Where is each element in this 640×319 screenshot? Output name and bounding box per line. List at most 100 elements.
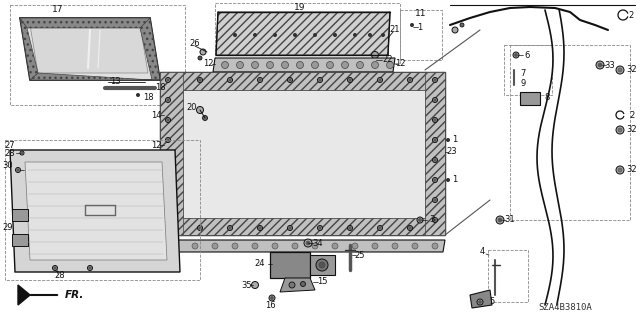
Circle shape [370, 60, 376, 66]
Circle shape [21, 152, 23, 154]
Circle shape [167, 99, 169, 101]
Text: 17: 17 [52, 5, 64, 14]
Circle shape [289, 79, 291, 81]
Polygon shape [18, 285, 30, 305]
Circle shape [477, 299, 483, 305]
Circle shape [433, 158, 438, 162]
Circle shape [460, 23, 464, 27]
Circle shape [434, 119, 436, 121]
Circle shape [598, 63, 602, 67]
Circle shape [292, 243, 298, 249]
Circle shape [271, 296, 273, 300]
Circle shape [434, 199, 436, 201]
Polygon shape [160, 72, 183, 235]
Circle shape [304, 239, 312, 247]
Text: 12: 12 [151, 140, 161, 150]
Circle shape [202, 115, 207, 121]
Circle shape [15, 167, 20, 173]
Circle shape [20, 151, 24, 155]
Polygon shape [213, 58, 395, 72]
Text: 31: 31 [505, 216, 515, 225]
Circle shape [515, 54, 518, 56]
Text: 13: 13 [109, 78, 120, 86]
Circle shape [259, 79, 261, 81]
Circle shape [166, 218, 170, 222]
Circle shape [409, 227, 412, 229]
Text: 12: 12 [203, 60, 213, 69]
Circle shape [312, 243, 318, 249]
Polygon shape [160, 72, 445, 90]
Circle shape [198, 226, 202, 231]
Circle shape [319, 79, 321, 81]
Circle shape [417, 217, 423, 223]
Polygon shape [160, 218, 445, 235]
Text: 12: 12 [395, 60, 405, 69]
Polygon shape [310, 255, 335, 275]
Polygon shape [30, 25, 148, 73]
Polygon shape [520, 92, 540, 105]
Circle shape [257, 226, 262, 231]
Text: 1: 1 [452, 175, 458, 184]
Circle shape [596, 61, 604, 69]
Text: 1: 1 [452, 136, 458, 145]
Circle shape [371, 51, 378, 58]
Text: 9: 9 [520, 78, 525, 87]
Polygon shape [158, 240, 445, 252]
Circle shape [387, 62, 394, 69]
Circle shape [371, 62, 378, 69]
Circle shape [433, 137, 438, 143]
Circle shape [287, 226, 292, 231]
Circle shape [88, 265, 93, 271]
Circle shape [228, 79, 231, 81]
Circle shape [379, 79, 381, 81]
Circle shape [432, 243, 438, 249]
Circle shape [167, 179, 169, 181]
Circle shape [54, 267, 56, 269]
Text: 2: 2 [628, 11, 634, 19]
Text: 1: 1 [417, 23, 422, 32]
Circle shape [272, 243, 278, 249]
Text: 20: 20 [187, 102, 197, 112]
Circle shape [172, 243, 178, 249]
Circle shape [452, 27, 458, 33]
Text: 8: 8 [544, 93, 550, 101]
Circle shape [496, 216, 504, 224]
Circle shape [282, 62, 289, 69]
Circle shape [433, 218, 438, 222]
Circle shape [316, 259, 328, 271]
Polygon shape [270, 252, 310, 278]
Circle shape [294, 33, 296, 36]
Circle shape [319, 262, 325, 268]
Circle shape [353, 33, 356, 36]
Circle shape [259, 227, 261, 229]
Text: 24: 24 [255, 259, 265, 269]
Polygon shape [140, 18, 160, 80]
Circle shape [166, 137, 170, 143]
Circle shape [408, 226, 413, 231]
Text: 18: 18 [143, 93, 154, 101]
Circle shape [356, 62, 364, 69]
Circle shape [409, 79, 412, 81]
Circle shape [166, 197, 170, 203]
Circle shape [253, 33, 257, 36]
Circle shape [252, 281, 259, 288]
Circle shape [257, 78, 262, 83]
Circle shape [289, 227, 291, 229]
Polygon shape [20, 18, 150, 28]
Circle shape [296, 62, 303, 69]
Text: 32: 32 [627, 166, 637, 174]
Polygon shape [183, 90, 425, 218]
Circle shape [332, 243, 338, 249]
Polygon shape [12, 209, 28, 221]
Circle shape [434, 139, 436, 141]
Circle shape [167, 119, 169, 121]
Circle shape [349, 79, 351, 81]
Circle shape [381, 33, 385, 36]
Circle shape [167, 159, 169, 161]
Circle shape [618, 68, 622, 72]
Circle shape [342, 62, 349, 69]
Text: 32: 32 [627, 125, 637, 135]
Circle shape [252, 62, 259, 69]
Circle shape [434, 159, 436, 161]
Text: 19: 19 [294, 3, 306, 11]
